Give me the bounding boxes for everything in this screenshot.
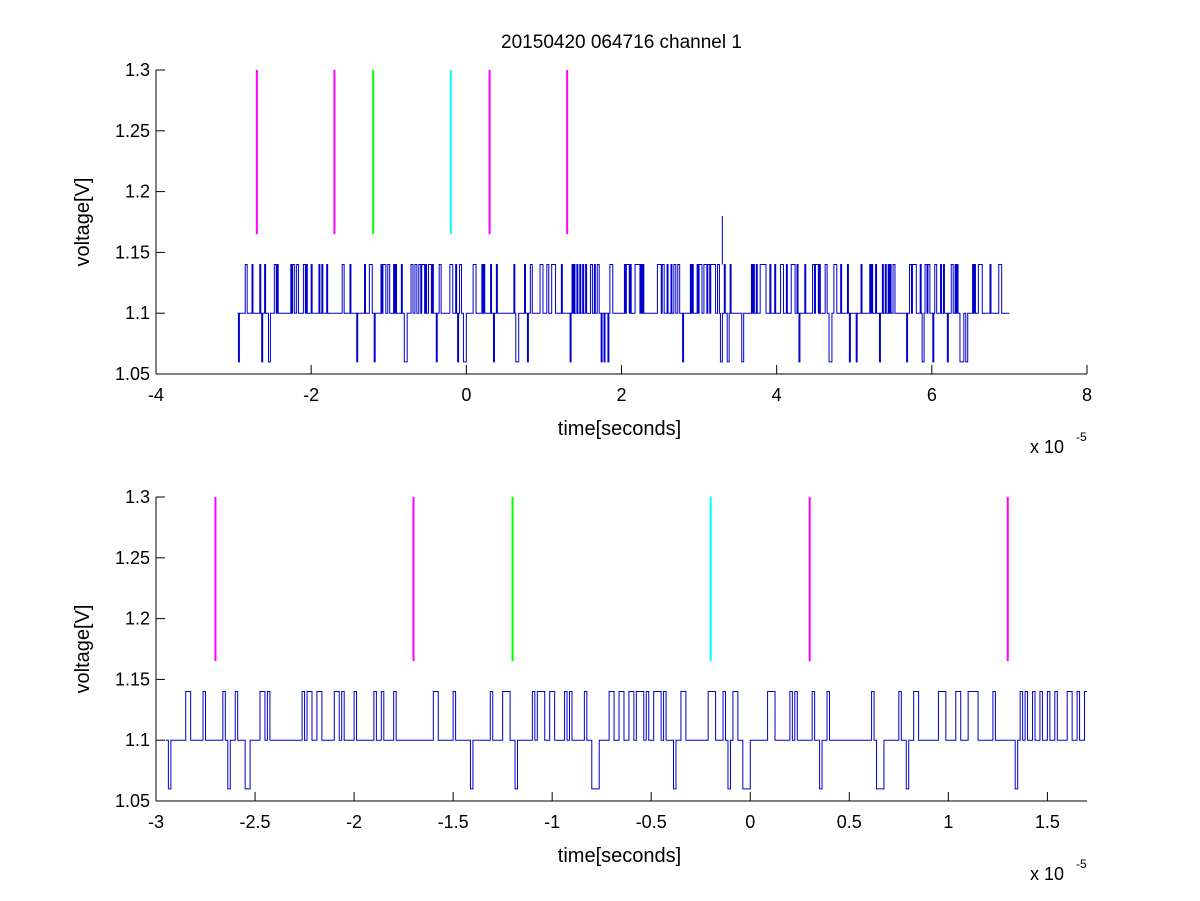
- plot1-x-tick-label: -4: [148, 385, 164, 405]
- plot2-x-tick-label: 0.5: [837, 812, 862, 832]
- plot1-y-tick-label: 1.1: [125, 303, 150, 323]
- plot2-y-axis-label: voltage[V]: [72, 605, 94, 694]
- plot2-y-tick-label: 1.25: [115, 548, 150, 568]
- plot2-y-tick-label: 1.1: [125, 730, 150, 750]
- plot2-y-tick-label: 1.2: [125, 609, 150, 629]
- plot2-x-tick-label: -1.5: [438, 812, 469, 832]
- plot1-x-tick-label: 4: [772, 385, 782, 405]
- plot2-x-tick-label: 1.5: [1035, 812, 1060, 832]
- plot1-x-tick-label: 8: [1082, 385, 1092, 405]
- plot1-x-tick-label: 0: [461, 385, 471, 405]
- plot1-x-axis-label: time[seconds]: [558, 418, 681, 440]
- plot2-x-multiplier-exponent: -5: [1076, 857, 1087, 871]
- plot2-x-tick-label: -2: [346, 812, 362, 832]
- plot2-y-tick-label: 1.05: [115, 791, 150, 811]
- plot2-y-tick-label: 1.3: [125, 487, 150, 507]
- plot1-x-tick-label: -2: [303, 385, 319, 405]
- plot1-y-tick-label: 1.25: [115, 121, 150, 141]
- plot2-x-multiplier: x 10: [1030, 864, 1064, 884]
- plot2-x-tick-label: -0.5: [636, 812, 667, 832]
- plot1-y-tick-label: 1.3: [125, 60, 150, 80]
- plot2-x-tick-label: 0: [745, 812, 755, 832]
- plot1-title: 20150420 064716 channel 1: [501, 32, 742, 53]
- plot2-x-tick-label: 1: [943, 812, 953, 832]
- plot2-y-tick-label: 1.15: [115, 669, 150, 689]
- plot1-signal-line: [237, 264, 1010, 363]
- plot2-x-axis-label: time[seconds]: [558, 845, 681, 867]
- plot1-x-tick-label: 6: [927, 385, 937, 405]
- plot1-x-tick-label: 2: [616, 385, 626, 405]
- plot2-x-tick-label: -1: [544, 812, 560, 832]
- plot1-y-tick-label: 1.15: [115, 242, 150, 262]
- plot2-x-tick-label: -2.5: [240, 812, 271, 832]
- plot1-x-multiplier-exponent: -5: [1076, 430, 1087, 444]
- plot1-y-tick-label: 1.05: [115, 364, 150, 384]
- plot2-x-tick-label: -3: [148, 812, 164, 832]
- plot2-signal-line: [165, 691, 1087, 790]
- plot1-y-tick-label: 1.2: [125, 182, 150, 202]
- plot1-y-axis-label: voltage[V]: [72, 178, 94, 267]
- plot1-x-multiplier: x 10: [1030, 437, 1064, 457]
